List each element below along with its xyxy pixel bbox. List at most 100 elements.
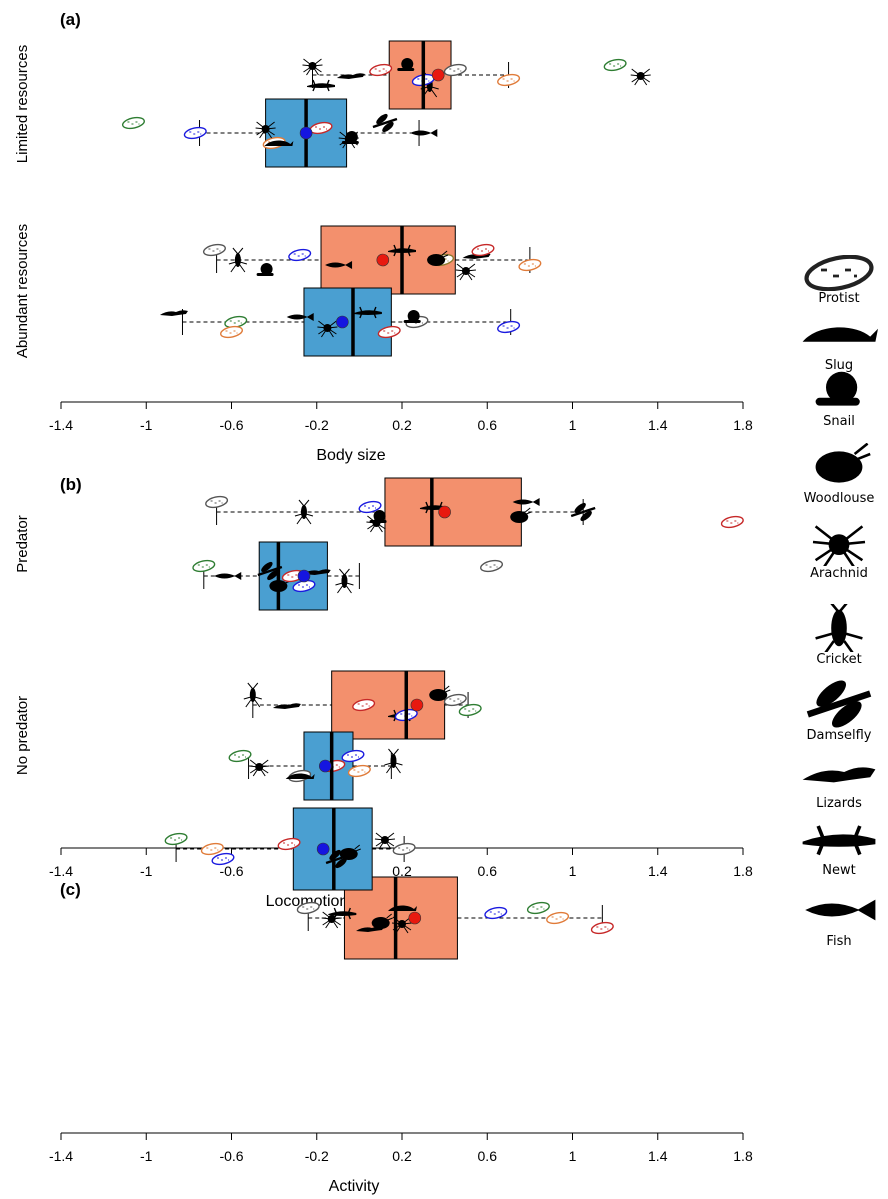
newt-icon bbox=[353, 306, 382, 319]
protist-outline bbox=[603, 58, 627, 72]
arachnid-legs bbox=[374, 832, 395, 850]
panel-a: (a) Limited resources Abundant resources -1… bbox=[14, 10, 753, 464]
protist-outline bbox=[288, 248, 312, 262]
data-point bbox=[285, 773, 315, 779]
data-point bbox=[392, 842, 416, 856]
protist-icon bbox=[202, 243, 226, 257]
protist-outline bbox=[497, 320, 521, 334]
arachnid-icon bbox=[455, 263, 476, 281]
woodlouse-icon-group bbox=[815, 443, 871, 483]
cricket-body bbox=[831, 609, 847, 647]
newt-body bbox=[307, 83, 336, 88]
protist-icon bbox=[341, 749, 365, 763]
lizards-icon bbox=[802, 767, 876, 783]
cricket-icon bbox=[228, 247, 248, 273]
cricket-icon bbox=[384, 748, 403, 774]
woodlouse-body bbox=[429, 689, 448, 701]
fish-icon bbox=[286, 313, 314, 321]
fish-body bbox=[286, 313, 314, 321]
data-point bbox=[159, 310, 188, 316]
data-point bbox=[374, 832, 395, 850]
protist-outline bbox=[443, 693, 467, 707]
arachnid-icon-group bbox=[812, 525, 866, 566]
data-point bbox=[264, 140, 294, 146]
mean-point bbox=[318, 759, 332, 773]
x-tick-label: -0.6 bbox=[219, 863, 243, 879]
protist-outline bbox=[219, 325, 244, 339]
protist-outline bbox=[720, 515, 744, 529]
lizard-body bbox=[272, 703, 301, 709]
mean-point bbox=[410, 698, 424, 712]
data-point bbox=[325, 261, 353, 269]
arachnid-icon bbox=[249, 759, 270, 777]
x-tick-label: -1 bbox=[140, 1148, 153, 1164]
legend-item-lizards: Lizards bbox=[790, 748, 888, 811]
legend-label: Protist bbox=[818, 291, 860, 306]
arachnid-legs bbox=[302, 58, 323, 76]
protist-dots bbox=[315, 126, 328, 130]
protist-outline bbox=[443, 63, 467, 77]
snail-icon bbox=[256, 263, 274, 276]
data-point bbox=[256, 263, 274, 276]
data-point bbox=[294, 499, 314, 525]
protist-outline bbox=[192, 559, 216, 573]
box-group bbox=[205, 477, 744, 547]
data-point bbox=[455, 263, 476, 281]
protist-dots bbox=[551, 916, 564, 920]
data-point bbox=[347, 764, 371, 778]
x-tick-label: -0.2 bbox=[305, 417, 329, 433]
woodlouse-icon bbox=[815, 443, 871, 483]
box-group bbox=[121, 98, 438, 168]
data-point bbox=[214, 572, 242, 580]
cricket-icon-group bbox=[815, 604, 863, 652]
lizards-icon bbox=[802, 767, 876, 783]
fish-body bbox=[805, 899, 876, 921]
snail-shell bbox=[345, 131, 358, 143]
snail-foot bbox=[397, 68, 415, 71]
x-tick-label: 0.2 bbox=[392, 417, 412, 433]
box-group bbox=[228, 731, 403, 801]
newt-legs bbox=[312, 79, 330, 92]
mean-point bbox=[336, 315, 349, 329]
woodlouse-body bbox=[427, 254, 446, 266]
damselfly-body bbox=[325, 853, 351, 865]
protist-dots bbox=[293, 253, 306, 257]
newt-icon bbox=[802, 825, 876, 856]
data-point bbox=[590, 921, 614, 935]
legend-label: Damselfly bbox=[806, 728, 872, 743]
protist-icon bbox=[526, 901, 550, 915]
damselfly-wing1 bbox=[376, 113, 388, 125]
protist-icon bbox=[603, 58, 627, 72]
snail-shell bbox=[407, 310, 420, 322]
mean-point bbox=[438, 505, 451, 519]
mean-point bbox=[299, 126, 313, 140]
x-axis: -1.4 -1 -0.6 -0.2 0.2 0.6 1 1.4 1.8 Activity bbox=[49, 1132, 753, 1195]
data-point bbox=[720, 515, 744, 529]
protist-outline bbox=[205, 495, 229, 509]
woodlouse-antennae bbox=[443, 685, 451, 693]
x-tick-label: -1 bbox=[140, 417, 153, 433]
protist-icon bbox=[219, 325, 244, 339]
x-tick-label: 1.4 bbox=[648, 863, 668, 879]
snail-icon bbox=[403, 310, 421, 323]
protist-icon bbox=[497, 320, 521, 334]
panel-label: (c) bbox=[60, 880, 81, 899]
protist-outline bbox=[377, 325, 401, 339]
damselfly-icon bbox=[806, 680, 872, 728]
protist-dots bbox=[609, 63, 622, 67]
protist-outline bbox=[347, 764, 371, 778]
protist-outline bbox=[296, 901, 320, 915]
data-point bbox=[341, 131, 359, 144]
cricket-icon bbox=[294, 499, 314, 525]
data-point bbox=[371, 913, 393, 929]
data-point bbox=[288, 248, 312, 262]
protist-icon bbox=[183, 126, 207, 140]
legend-label: Cricket bbox=[816, 652, 862, 667]
legend-item-slug: Slug bbox=[790, 310, 888, 373]
data-point bbox=[471, 243, 495, 257]
cricket-body bbox=[249, 688, 256, 702]
protist-icon bbox=[546, 911, 570, 925]
legend-item-damselfly: Damselfly bbox=[790, 680, 888, 743]
protist-icon bbox=[352, 698, 376, 712]
